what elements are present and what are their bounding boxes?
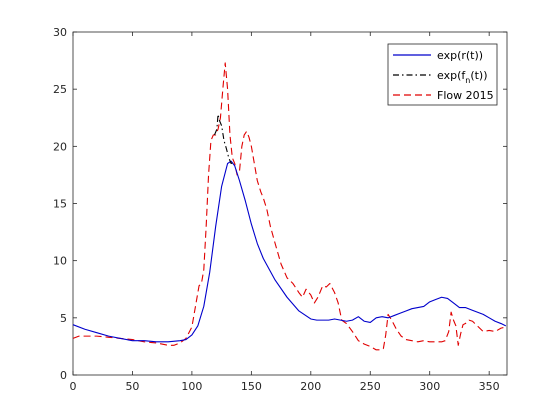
x-tick-label: 200 (300, 380, 321, 393)
legend-label-exp-fn-sub: n (465, 76, 470, 85)
legend-label-exp-fn-tail: (t)) (470, 69, 487, 82)
x-tick-label: 300 (419, 380, 440, 393)
legend-label-exp-r: exp(r(t)) (437, 49, 483, 62)
legend: exp(r(t)) exp(fn(t)) Flow 2015 (387, 43, 498, 106)
x-tick-label: 250 (360, 380, 381, 393)
series-line-exp-r-t (72, 160, 507, 343)
x-tick-label: 100 (181, 380, 202, 393)
y-tick-label: 10 (53, 255, 67, 268)
legend-label-flow-2015: Flow 2015 (437, 89, 494, 102)
x-tick-label: 50 (125, 380, 139, 393)
legend-label-exp-fn-main: exp(f (437, 69, 466, 82)
series-layer (72, 62, 507, 351)
series-line-exp-f-n-t (213, 113, 234, 165)
y-tick-label: 25 (53, 83, 67, 96)
y-tick-label: 0 (60, 369, 67, 382)
series-line-flow-2015 (72, 62, 506, 351)
y-tick-label: 5 (60, 312, 67, 325)
axis-layer: 0 50 100 150 200 250 300 350 0 5 10 15 20 25 30 (53, 26, 507, 393)
y-tick-label: 15 (53, 198, 67, 211)
x-tick-label: 350 (479, 380, 500, 393)
y-tick-label: 30 (53, 26, 67, 39)
legend-label-exp-fn: exp(fn(t)) (437, 69, 488, 85)
x-tick-label: 0 (70, 380, 77, 393)
x-tick-label: 150 (241, 380, 262, 393)
y-tick-label: 20 (53, 140, 67, 153)
